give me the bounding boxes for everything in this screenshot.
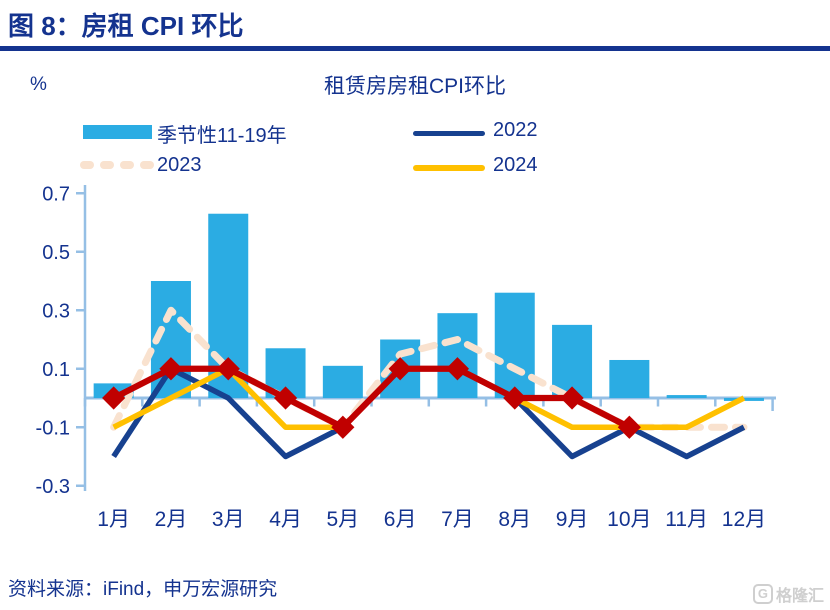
x-tick-label: 2月 (155, 508, 188, 531)
bar-seasonality (437, 313, 478, 398)
series-line-red-diamond (112, 365, 631, 431)
bar-seasonality (322, 365, 363, 398)
rent-cpi-plot-area: 0.7 0.5 0.3 0.1 -0.1 -0.3 1月 2月 3月 4月 5月 6月 7月 8月 9月 10… (36, 183, 776, 531)
legend-label-2022: 2022 (493, 119, 538, 141)
y-tick-label: 0.1 (42, 359, 70, 381)
x-tick-label: 4月 (269, 508, 302, 531)
x-tick-label: 3月 (212, 508, 245, 531)
gelonghui-watermark-text: 格隆汇 (775, 588, 824, 605)
legend-2024-line-icon (413, 165, 485, 171)
diamond-marker-red-diamond (388, 357, 412, 381)
x-tick-label: 12月 (722, 508, 766, 531)
legend-label-seasonality: 季节性11-19年 (157, 125, 287, 147)
x-tick-label: 6月 (384, 508, 417, 531)
y-tick-label: -0.1 (36, 417, 70, 439)
diamond-marker-red-diamond (560, 386, 584, 410)
bar-seasonality (609, 359, 650, 398)
y-tick-label: 0.5 (42, 242, 70, 264)
diamond-marker-red-diamond (503, 386, 527, 410)
legend-label-2024: 2024 (493, 154, 538, 176)
legend-2022-line-icon (413, 131, 485, 136)
legend-2023-dashed-line-icon (80, 161, 156, 169)
source-note: 资料来源：iFind，申万宏源研究 (8, 579, 278, 600)
x-tick-label: 10月 (607, 508, 651, 531)
bar-seasonality (494, 292, 535, 398)
x-tick-label: 1月 (97, 508, 130, 531)
x-tick-label: 7月 (441, 508, 474, 531)
diamond-marker-red-diamond (617, 415, 641, 439)
y-tick-label: 0.7 (42, 183, 70, 205)
x-tick-label: 8月 (498, 508, 531, 531)
x-tick-label: 11月 (665, 508, 708, 531)
diamond-marker-red-diamond (273, 386, 298, 410)
legend-seasonality-swatch-icon (83, 125, 152, 139)
gelonghui-logo-icon: G (752, 584, 773, 604)
y-tick-label: 0.3 (42, 300, 70, 322)
figure-caption: 图 8：房租 CPI 环比 (8, 11, 244, 41)
x-tick-label: 9月 (556, 508, 589, 531)
diamond-marker-red-diamond (102, 386, 126, 410)
y-tick-label: -0.3 (36, 476, 70, 498)
legend-label-2023: 2023 (157, 154, 202, 176)
x-tick-label: 5月 (327, 508, 360, 531)
gelonghui-watermark: G 格隆汇 (752, 582, 824, 606)
chart-title: 租赁房房租CPI环比 (323, 75, 506, 98)
diamond-marker-red-diamond (216, 357, 240, 381)
diamond-marker-red-diamond (159, 357, 183, 381)
caption-underline (0, 46, 830, 51)
bar-seasonality (666, 395, 707, 398)
y-axis-unit-label: % (30, 74, 47, 95)
bar-seasonality (552, 324, 593, 398)
